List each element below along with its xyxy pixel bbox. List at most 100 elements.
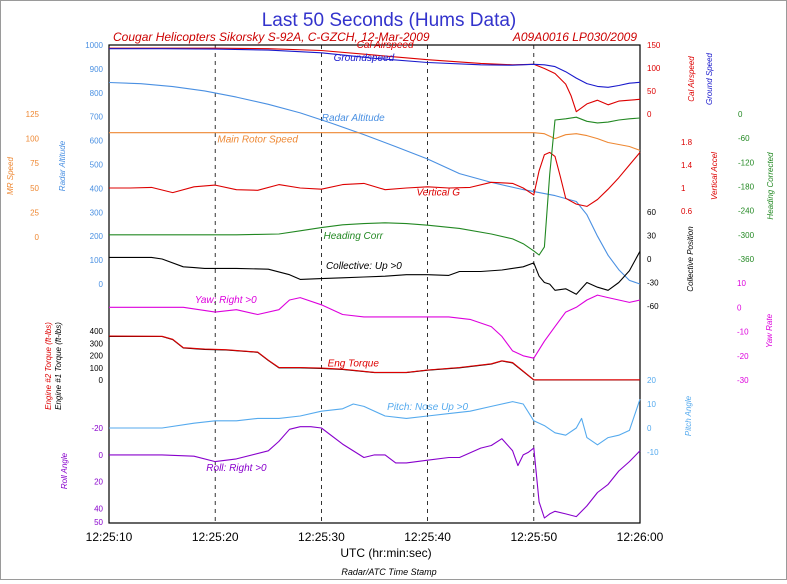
axis-tick-hdg: -240	[738, 207, 755, 216]
series-line-6	[109, 250, 641, 295]
axis-label-mr: MR Speed	[6, 157, 15, 195]
axis-tick-torque: 0	[99, 376, 104, 385]
axis-tick-mr: 75	[30, 159, 39, 168]
axis-tick-coll: 0	[647, 255, 652, 264]
axis-tick-vacc: 1.4	[681, 161, 693, 170]
axis-tick-roll: 40	[94, 505, 103, 514]
axis-tick-roll: 20	[94, 478, 103, 487]
axis-tick-hdg: -360	[738, 255, 755, 264]
series-line-3	[109, 132, 641, 151]
series-label: Eng Torque	[328, 358, 380, 369]
axis-label-gs: Ground Speed	[705, 52, 714, 105]
axis-tick-ralt: 900	[90, 65, 104, 74]
series-label: Yaw: Right >0	[195, 295, 257, 306]
axis-tick-hdg: -60	[738, 134, 750, 143]
series-line-2	[108, 81, 641, 285]
axis-tick-mr: 50	[30, 184, 39, 193]
axis-tick-yaw: -10	[737, 328, 749, 337]
axis-label-hdg: Heading Corrected	[766, 152, 775, 220]
axis-tick-cas: 150	[647, 41, 661, 50]
axis-label-cas: Cal Airspeed	[687, 56, 696, 102]
series-label: Vertical G	[416, 187, 460, 198]
chart-subtitle-right: A09A0016 LP030/2009	[512, 30, 637, 44]
series-label: Pitch: Nose Up >0	[387, 402, 468, 413]
series-label: Roll: Right >0	[206, 463, 267, 474]
axis-tick-pitch: -10	[647, 448, 659, 457]
axis-tick-coll: 30	[647, 232, 656, 241]
axis-tick-ralt: 700	[90, 113, 104, 122]
axis-tick-ralt: 500	[90, 161, 104, 170]
series-line-11	[109, 426, 641, 519]
axis-tick-coll: -60	[647, 302, 659, 311]
series-line-1	[109, 48, 641, 88]
series-label: Collective: Up >0	[326, 261, 402, 272]
chart-subtitle-left: Cougar Helicopters Sikorsky S-92A, C-GZC…	[113, 30, 430, 44]
axis-tick-mr: 25	[30, 208, 39, 217]
axis-label-coll: Collective Position	[686, 226, 695, 292]
axis-tick-coll: -30	[647, 279, 659, 288]
axis-tick-roll: 50	[94, 518, 103, 527]
x-tick-label: 12:25:40	[404, 530, 451, 544]
series-label: Main Rotor Speed	[217, 135, 298, 146]
axis-tick-yaw: 0	[737, 303, 742, 312]
axis-label-yaw: Yaw Rate	[765, 313, 774, 348]
axis-tick-ralt: 0	[99, 280, 104, 289]
x-tick-label: 12:25:20	[192, 530, 239, 544]
axis-tick-ralt: 100	[90, 256, 104, 265]
axis-tick-yaw: 10	[737, 279, 746, 288]
axis-label-torque-1: Engine #1 Torque (ft-lbs)	[54, 322, 63, 410]
axis-tick-ralt: 600	[90, 137, 104, 146]
series-label: Groundspeed	[334, 53, 395, 64]
x-tick-label: 12:25:10	[86, 530, 133, 544]
x-axis-label: UTC (hr:min:sec)	[340, 546, 431, 560]
series-group: Cal Airspeed Groundspeed Radar Altitude Mai…	[108, 40, 641, 519]
series-label: Heading Corr	[324, 231, 384, 242]
axis-tick-hdg: -300	[738, 231, 755, 240]
footer-label: Radar/ATC Time Stamp	[341, 567, 436, 577]
series-line-7	[109, 294, 641, 359]
axis-tick-torque: 300	[90, 339, 104, 348]
axis-tick-hdg: -120	[738, 158, 755, 167]
series-label: Cal Airspeed	[357, 40, 414, 51]
series-line-5	[109, 116, 641, 256]
axis-tick-cas: 100	[647, 64, 661, 73]
axis-tick-vacc: 0.6	[681, 207, 693, 216]
series-line-0	[109, 47, 641, 113]
axis-tick-roll: -20	[91, 424, 103, 433]
axis-tick-vacc: 1	[681, 184, 686, 193]
axis-tick-torque: 400	[90, 327, 104, 336]
axis-tick-coll: 60	[647, 208, 656, 217]
axis-tick-ralt: 200	[90, 232, 104, 241]
axis-tick-yaw: -20	[737, 352, 749, 361]
axis-label-pitch: Pitch Angle	[684, 395, 693, 436]
axis-tick-cas: 50	[647, 87, 656, 96]
x-tick-label: 12:25:30	[298, 530, 345, 544]
axis-tick-hdg: 0	[738, 110, 743, 119]
axis-tick-ralt: 400	[90, 184, 104, 193]
axis-tick-pitch: 20	[647, 376, 656, 385]
axis-label-ralt: Radar Altitude	[58, 140, 67, 191]
axis-tick-hdg: -180	[738, 183, 755, 192]
series-line-9	[108, 335, 640, 381]
axis-tick-pitch: 0	[647, 424, 652, 433]
series-label: Radar Altitude	[322, 113, 385, 124]
axis-label-vacc: Vertical Accel	[710, 152, 719, 200]
axis-tick-ralt: 1000	[85, 41, 103, 50]
axis-tick-yaw: -30	[737, 376, 749, 385]
axis-tick-torque: 200	[90, 352, 104, 361]
axis-tick-ralt: 800	[90, 89, 104, 98]
chart-title: Last 50 Seconds (Hums Data)	[262, 10, 517, 31]
axis-tick-vacc: 1.8	[681, 138, 693, 147]
x-tick-label: 12:26:00	[617, 530, 664, 544]
axis-tick-mr: 0	[35, 233, 40, 242]
series-line-4	[109, 151, 641, 207]
axis-label-torque-2: Engine #2 Torque (ft-lbs)	[44, 322, 53, 410]
x-tick-label: 12:25:50	[510, 530, 557, 544]
axis-tick-ralt: 300	[90, 208, 104, 217]
x-axis-ticks: 12:25:10 12:25:20 12:25:30 12:25:40 12:25:50…	[86, 530, 664, 544]
axis-tick-cas: 0	[647, 110, 652, 119]
